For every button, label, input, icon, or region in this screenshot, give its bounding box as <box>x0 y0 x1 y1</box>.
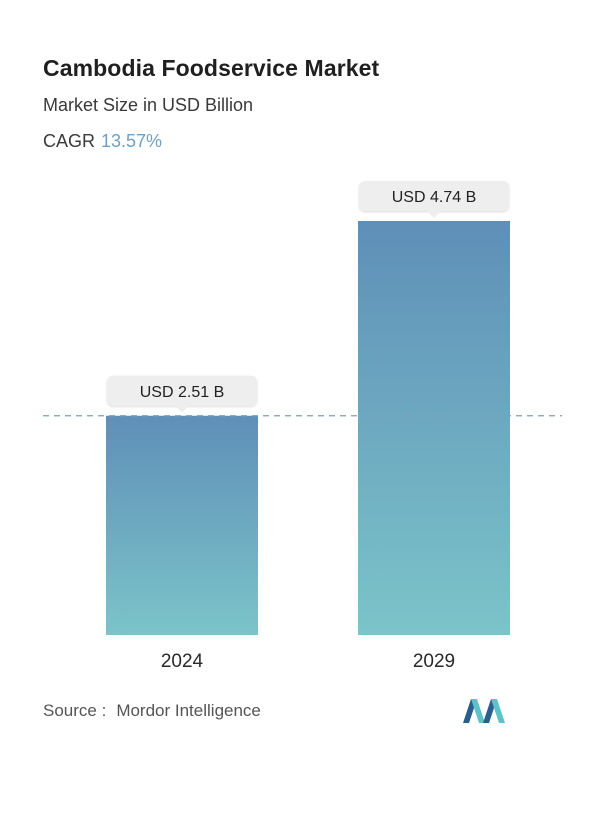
x-tick-label: 2029 <box>413 651 455 672</box>
data-label-pill <box>107 375 257 406</box>
bar-2024 <box>106 415 258 635</box>
data-label-pointer <box>427 211 441 218</box>
data-label-pointer <box>175 405 189 413</box>
bar-2029 <box>358 221 510 635</box>
chart-subtitle: Market Size in USD Billion <box>43 95 254 115</box>
mordor-intelligence-logo-icon <box>463 699 505 723</box>
chart-title: Cambodia Foodservice Market <box>43 55 380 81</box>
source-label: Source : <box>43 701 107 720</box>
data-label-pill <box>359 181 509 211</box>
x-tick-label: 2024 <box>161 651 204 672</box>
data-label: USD 2.51 B <box>140 384 224 401</box>
data-label: USD 4.74 B <box>392 189 476 206</box>
source-line: Source : Mordor Intelligence <box>43 701 261 721</box>
source-name: Mordor Intelligence <box>116 701 261 720</box>
cagr-value: 13.57% <box>101 131 163 151</box>
cagr-label: CAGR <box>43 131 96 151</box>
cagr-line: CAGR 13.57% <box>43 131 162 152</box>
